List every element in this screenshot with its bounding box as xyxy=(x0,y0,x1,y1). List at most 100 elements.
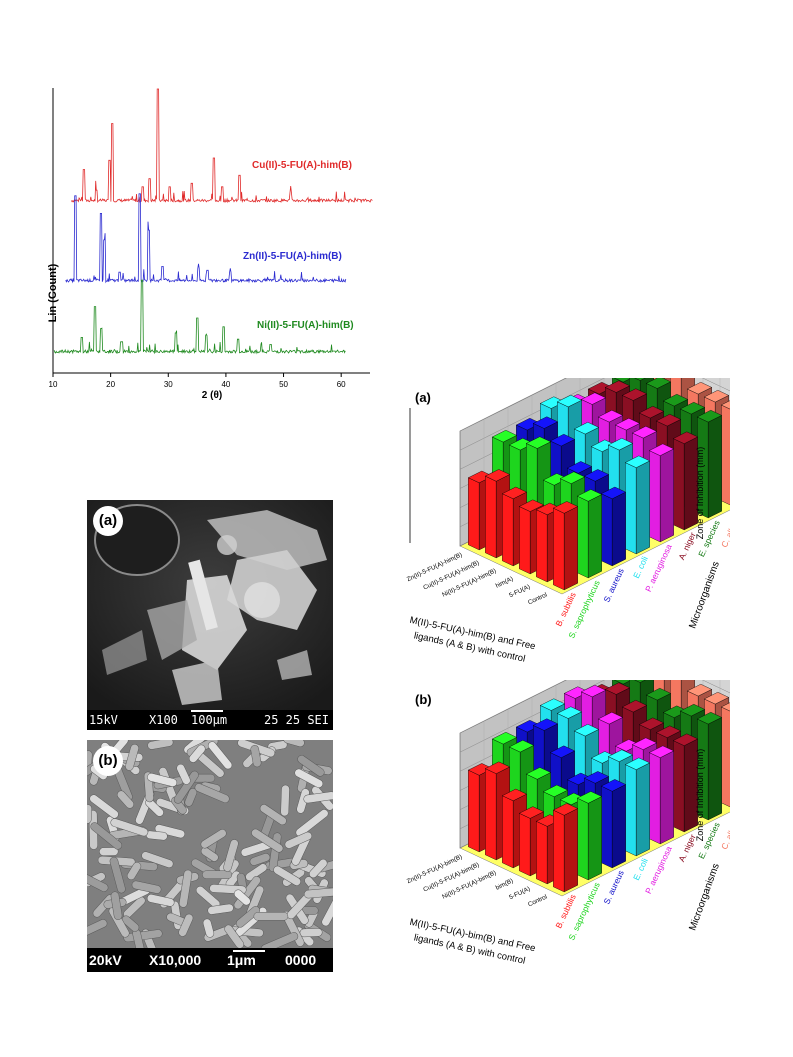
chart-a-panel-label: (a) xyxy=(415,390,431,405)
chart-bar xyxy=(624,757,651,857)
sem-b-rod xyxy=(250,745,262,768)
chart-category-label: bim(B) xyxy=(495,877,515,891)
sem-b-rod xyxy=(303,791,333,804)
sem-b-rod xyxy=(184,788,198,807)
chart-bar xyxy=(648,745,675,845)
chart-category-label: 5-FU(A) xyxy=(508,885,531,901)
chart-b-y-label: Zone of Inhibition (mm) xyxy=(695,749,705,842)
sem-b-rod xyxy=(207,903,234,915)
sem-b-rod xyxy=(273,865,301,886)
sem-b-panel-label: (b) xyxy=(93,746,123,776)
sem-b-rod xyxy=(299,928,323,938)
xrd-x-tick-label: 40 xyxy=(221,380,230,389)
xrd-x-tick-label: 10 xyxy=(49,380,58,389)
sem-a-code: 25 25 SEI xyxy=(263,713,329,727)
antimicrobial-chart-a: (a) 04812162024Zn(II)-5-FU(A)-him(B)Cu(I… xyxy=(385,334,766,683)
sem-b-rod xyxy=(121,915,140,932)
xrd-label-zn: Zn(II)-5-FU(A)-him(B) xyxy=(243,251,342,262)
sem-b-rod xyxy=(178,913,194,937)
sem-b-rod xyxy=(87,872,109,892)
sem-a-panel-label: (a) xyxy=(93,506,123,536)
sem-b-rod xyxy=(116,790,135,809)
chart-bar xyxy=(696,409,723,519)
chart-category-label: Control xyxy=(527,591,548,606)
chart-bar xyxy=(696,711,723,821)
sem-b-rod xyxy=(281,910,305,947)
chart-bar xyxy=(720,397,747,507)
chart-bar xyxy=(648,443,675,543)
sem-b-rod xyxy=(295,809,329,837)
xrd-figure: 10 20 30 40 50 60 2 (θ) Lin (Count) Cu(II)-5-… xyxy=(40,85,380,420)
sem-b-rod xyxy=(173,770,199,804)
xrd-x-tick-label: 60 xyxy=(337,380,346,389)
sem-b-scale-label: 1μm xyxy=(227,952,256,968)
sem-b-rod xyxy=(259,804,287,826)
chart-a-z-label: Microorganisms xyxy=(687,560,721,630)
chart-b-z-label: Microorganisms xyxy=(687,862,721,932)
sem-b-rod xyxy=(321,896,333,927)
sem-b-rod xyxy=(176,763,191,785)
sem-b-rod xyxy=(99,847,119,856)
sem-b-rod xyxy=(141,851,174,868)
xrd-x-label: 2 (θ) xyxy=(202,390,222,401)
sem-b-rod xyxy=(200,829,227,849)
sem-b-rod xyxy=(304,887,333,899)
xrd-x-tick-label: 20 xyxy=(106,380,115,389)
sem-b-rod xyxy=(194,783,230,803)
sem-image-b: (b) 20kV X10,000 1μm 0000 xyxy=(87,740,333,972)
antimicrobial-chart-a-plot: (a) 04812162024Zn(II)-5-FU(A)-him(B)Cu(I… xyxy=(406,334,766,665)
sem-a-voltage: 15kV xyxy=(89,713,118,727)
sem-b-rod xyxy=(202,870,233,879)
chart-bar xyxy=(576,791,603,881)
xrd-series-line xyxy=(71,88,373,204)
sem-b-rod xyxy=(147,740,174,750)
sem-b-rod xyxy=(283,740,305,748)
xrd-y-label: Lin (Count) xyxy=(47,263,59,322)
chart-category-label: him(A) xyxy=(495,575,515,589)
sem-b-rod xyxy=(131,880,162,894)
chart-bar xyxy=(720,699,747,809)
sem-b-info-bar: 20kV X10,000 1μm 0000 xyxy=(87,948,333,972)
sem-image-a: (a) 15kV X100 100μm 25 25 SEI xyxy=(87,500,333,730)
sem-b-rod xyxy=(233,889,251,906)
chart-bar xyxy=(624,455,651,555)
xrd-series-line xyxy=(53,279,346,355)
sem-b-rod xyxy=(125,743,139,771)
chart-bar xyxy=(552,501,579,591)
sem-b-rod xyxy=(253,912,289,921)
sem-a-scale-label: 100μm xyxy=(191,713,228,727)
sem-b-rod xyxy=(202,918,215,938)
sem-a-scale-bar xyxy=(191,710,223,712)
chart-category-label: 5-FU(A) xyxy=(508,583,531,599)
sem-b-rod xyxy=(245,863,268,882)
sem-b-rod xyxy=(249,853,271,866)
sem-b-voltage: 20kV xyxy=(89,952,122,968)
sem-b-rod xyxy=(147,772,178,787)
sem-a-micrograph xyxy=(87,500,333,710)
xrd-plot: 10 20 30 40 50 60 2 (θ) Lin (Count) Cu(II)-5-… xyxy=(47,88,373,401)
sem-b-rod xyxy=(87,804,92,824)
sem-b-micrograph xyxy=(87,740,333,963)
chart-b-panel-label: (b) xyxy=(415,692,432,707)
xrd-label-ni: Ni(II)-5-FU(A)-him(B) xyxy=(257,320,354,331)
sem-b-rod xyxy=(280,784,290,817)
sem-b-rod xyxy=(110,818,149,837)
sem-b-rod xyxy=(294,768,324,788)
sem-b-rod xyxy=(284,831,313,849)
chart-category-label: Control xyxy=(527,893,548,908)
sem-b-rod xyxy=(87,919,108,939)
sem-b-rod xyxy=(224,924,245,949)
sem-b-magnification: X10,000 xyxy=(149,952,202,968)
chart-bar xyxy=(552,803,579,893)
sem-b-rod xyxy=(297,755,325,777)
sem-b-rod xyxy=(109,856,126,894)
xrd-series-line xyxy=(65,193,347,284)
sem-b-rod xyxy=(123,929,163,943)
sem-b-rod xyxy=(235,906,261,928)
sem-b-scale-bar xyxy=(233,950,265,952)
sem-a-info-bar: 15kV X100 100μm 25 25 SEI xyxy=(87,710,333,730)
sem-b-rod xyxy=(110,891,123,920)
sem-b-rod xyxy=(89,794,119,819)
xrd-label-cu: Cu(II)-5-FU(A)-him(B) xyxy=(252,160,352,171)
chart-a-y-label: Zone of Inhibition (mm) xyxy=(695,447,705,540)
